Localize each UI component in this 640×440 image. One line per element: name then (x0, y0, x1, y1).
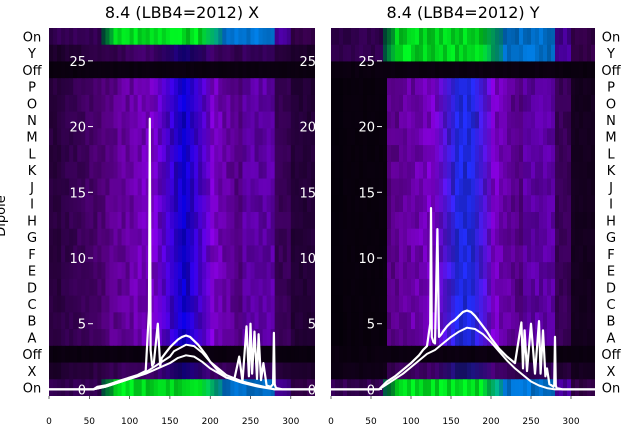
row-label: A (28, 332, 37, 347)
row-label: O (27, 97, 37, 112)
row-label: P (28, 81, 36, 96)
x-tick-label: 150 (442, 417, 459, 427)
x-tick-label: 200 (482, 417, 499, 427)
overlay-y-tick-label: 15 (69, 186, 86, 201)
x-tick-label: 250 (242, 417, 259, 427)
x-tick-label: 0 (46, 417, 52, 427)
row-label: K (607, 164, 616, 179)
row-label: Y (27, 47, 36, 62)
heatmap-cells (49, 28, 315, 396)
x-tick-label: 0 (328, 417, 334, 427)
overlay-y-tick-label: 20 (69, 121, 86, 136)
row-label: Off (601, 348, 621, 363)
overlay-series-line (49, 354, 315, 391)
chart-title-x: 8.4 (LBB4=2012) X (105, 3, 259, 22)
overlay-y-tick-label: 20 (358, 121, 375, 136)
chart-title-y: 8.4 (LBB4=2012) Y (386, 3, 539, 22)
overlay-y-tick-label: 0 (367, 383, 375, 398)
x-tick-label: 100 (402, 417, 419, 427)
row-label: On (23, 30, 41, 45)
row-label: X (28, 365, 37, 380)
row-label: P (607, 81, 615, 96)
row-label: N (606, 114, 616, 129)
overlay-y-tick-label-edge: 20 (299, 121, 316, 136)
overlay-y-tick-label: 15 (358, 186, 375, 201)
overlay-y-tick-label: 0 (78, 383, 86, 398)
overlay-series-line (49, 117, 315, 391)
row-label: M (605, 131, 616, 146)
row-label: Y (606, 47, 615, 62)
row-label: D (27, 281, 37, 296)
overlay-series-line (331, 326, 595, 391)
row-label: On (602, 382, 620, 397)
row-label: B (607, 315, 616, 330)
overlay-y-tick-label: 10 (69, 252, 86, 267)
overlay-y-tick-label-edge: 10 (299, 252, 316, 267)
row-label: F (28, 248, 35, 263)
overlay-y-tick-label: 25 (69, 55, 86, 70)
x-tick-label: 250 (522, 417, 539, 427)
overlay-y-tick-label: 25 (358, 55, 375, 70)
row-label: L (28, 148, 36, 163)
row-label: I (30, 198, 34, 213)
overlay-y-tick-label: 5 (367, 318, 375, 333)
row-label: H (606, 214, 616, 229)
row-label: C (606, 298, 615, 313)
row-label: O (606, 97, 616, 112)
overlay-y-tick-label-edge: 25 (299, 55, 316, 70)
row-label: On (602, 30, 620, 45)
row-label: N (27, 114, 37, 129)
x-tick-label: 100 (121, 417, 138, 427)
x-tick-label: 300 (282, 417, 299, 427)
x-tick-label: 300 (562, 417, 579, 427)
row-label: K (28, 164, 37, 179)
x-tick-label: 50 (84, 417, 96, 427)
row-label: F (607, 248, 614, 263)
y-axis-label: Dipole (0, 195, 9, 236)
row-label: E (28, 265, 36, 280)
overlay-y-tick-label: 10 (358, 252, 375, 267)
row-label: J (608, 181, 613, 196)
row-label: A (607, 332, 616, 347)
row-label: Off (22, 348, 42, 363)
row-label: H (27, 214, 37, 229)
overlay-y-tick-label-edge: 0 (308, 383, 316, 398)
x-tick-label: 200 (202, 417, 219, 427)
row-label: Off (22, 64, 42, 79)
overlay-y-tick-label: 5 (78, 318, 86, 333)
row-label: G (606, 231, 616, 246)
row-label: J (29, 181, 34, 196)
overlay-y-tick-label-edge: 15 (299, 186, 316, 201)
overlay-lines (49, 117, 315, 391)
heatmap-cells (331, 28, 595, 396)
row-label: D (606, 281, 616, 296)
x-tick-label: 50 (365, 417, 377, 427)
row-label: M (26, 131, 37, 146)
overlay-y-tick-label-edge: 5 (308, 318, 316, 333)
overlay-lines (331, 207, 595, 391)
row-label: G (27, 231, 37, 246)
row-label: On (23, 382, 41, 397)
row-label: I (609, 198, 613, 213)
row-label: E (607, 265, 615, 280)
row-label: X (607, 365, 616, 380)
x-tick-label: 150 (161, 417, 178, 427)
overlay-series-line (331, 207, 595, 391)
row-label: C (27, 298, 36, 313)
row-label: Off (601, 64, 621, 79)
row-label: L (607, 148, 615, 163)
row-label: B (28, 315, 37, 330)
